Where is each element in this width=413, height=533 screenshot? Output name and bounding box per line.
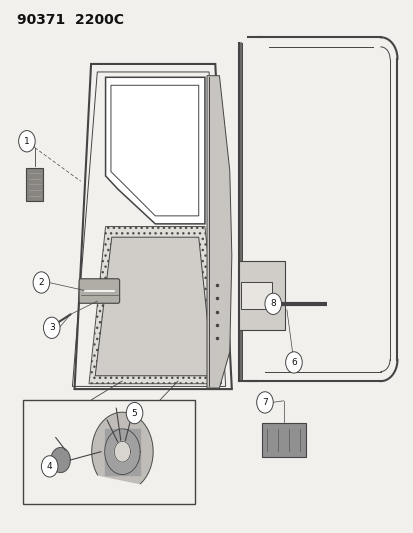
Circle shape bbox=[264, 293, 281, 314]
Circle shape bbox=[43, 317, 60, 338]
Polygon shape bbox=[92, 412, 153, 483]
Circle shape bbox=[33, 272, 50, 293]
FancyBboxPatch shape bbox=[239, 261, 284, 330]
Text: 4: 4 bbox=[47, 462, 52, 471]
Polygon shape bbox=[105, 77, 204, 224]
Polygon shape bbox=[89, 227, 221, 384]
Polygon shape bbox=[51, 448, 70, 472]
FancyBboxPatch shape bbox=[23, 400, 194, 504]
Text: 5: 5 bbox=[131, 409, 137, 417]
Polygon shape bbox=[206, 76, 231, 388]
FancyBboxPatch shape bbox=[79, 279, 119, 303]
Text: 6: 6 bbox=[290, 358, 296, 367]
Circle shape bbox=[256, 392, 273, 413]
Text: 7: 7 bbox=[261, 398, 267, 407]
Text: 90371  2200C: 90371 2200C bbox=[17, 13, 123, 27]
Text: 3: 3 bbox=[49, 324, 55, 332]
Text: 2: 2 bbox=[38, 278, 44, 287]
FancyBboxPatch shape bbox=[240, 282, 271, 309]
FancyBboxPatch shape bbox=[261, 423, 305, 457]
Polygon shape bbox=[95, 237, 213, 376]
Text: 1: 1 bbox=[24, 137, 30, 146]
Circle shape bbox=[19, 131, 35, 152]
Circle shape bbox=[41, 456, 58, 477]
Text: 8: 8 bbox=[270, 300, 275, 308]
Circle shape bbox=[126, 402, 142, 424]
Polygon shape bbox=[114, 441, 130, 462]
Circle shape bbox=[285, 352, 301, 373]
FancyBboxPatch shape bbox=[26, 168, 43, 201]
